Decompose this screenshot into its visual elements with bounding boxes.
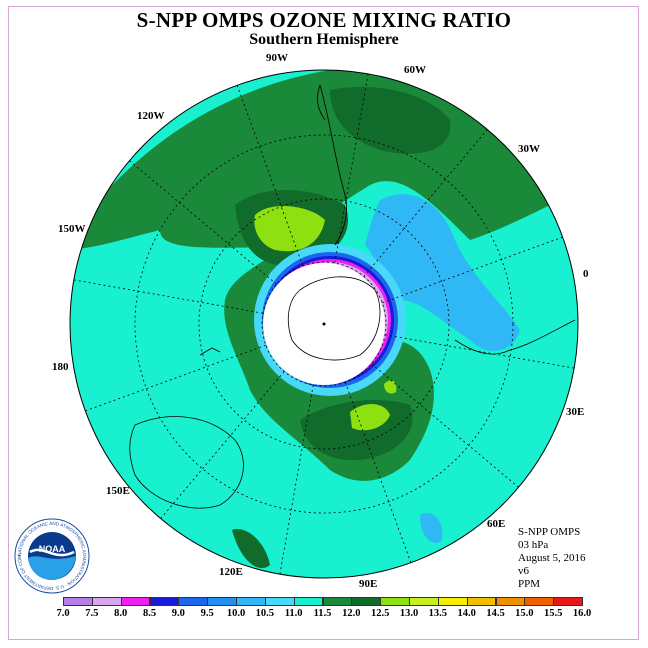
south-america-outline bbox=[317, 84, 347, 246]
colorbar-tick-label: 11.0 bbox=[284, 608, 303, 619]
meridian-line bbox=[236, 85, 304, 266]
lon-label-30w: 30W bbox=[518, 143, 540, 155]
colorbar-cell bbox=[149, 597, 180, 606]
lon-label-120e: 120E bbox=[219, 566, 243, 578]
info-date: August 5, 2016 bbox=[518, 552, 586, 564]
colorbar-tick-label: 11.5 bbox=[313, 608, 332, 619]
lon-label-120w: 120W bbox=[137, 110, 165, 122]
info-version: v6 bbox=[518, 565, 529, 577]
info-level: 03 hPa bbox=[518, 539, 549, 551]
meridian-line bbox=[384, 334, 575, 369]
colorbar-cell bbox=[409, 597, 439, 606]
colorbar-cell bbox=[437, 597, 468, 606]
australia-outline bbox=[129, 416, 244, 509]
info-instrument: S-NPP OMPS bbox=[518, 526, 581, 538]
colorbar-cell bbox=[207, 597, 237, 606]
noaa-logo: NATIONAL OCEANIC AND ATMOSPHERIC ADMINIS… bbox=[14, 518, 90, 594]
colorbar-tick-label: 10.0 bbox=[226, 608, 246, 619]
lon-label-30e: 30E bbox=[566, 406, 585, 418]
colorbar-cell bbox=[380, 597, 410, 606]
info-block: S-NPP OMPS 03 hPa August 5, 2016 v6 PPM bbox=[518, 526, 586, 591]
field-dark-green-1 bbox=[330, 86, 451, 154]
colorbar-tick-label: 10.5 bbox=[255, 608, 275, 619]
meridian-line bbox=[160, 371, 285, 519]
map-subtitle: Southern Hemisphere bbox=[249, 31, 399, 48]
colorbar-tick-label: 7.0 bbox=[56, 608, 70, 619]
colorbar-tick-label: 8.5 bbox=[142, 608, 157, 619]
map-title: S-NPP OMPS OZONE MIXING RATIO bbox=[136, 8, 512, 32]
meridian-line bbox=[382, 236, 563, 304]
colorbar-tick-label: 15.5 bbox=[543, 608, 563, 619]
colorbar-cell bbox=[524, 597, 555, 606]
meridian-line bbox=[371, 363, 519, 488]
meridian-line bbox=[129, 160, 277, 285]
south-pole-marker bbox=[322, 322, 326, 326]
colorbar-tick-label: 13.0 bbox=[399, 608, 419, 619]
colorbar-tick-label: 12.0 bbox=[342, 608, 361, 619]
colorbar-tick-label: 15.0 bbox=[515, 608, 534, 619]
meridian-line bbox=[85, 344, 266, 412]
colorbar-cell bbox=[466, 597, 497, 606]
colorbar-cell bbox=[236, 597, 266, 606]
lon-label-90w: 90W bbox=[266, 52, 288, 64]
colorbar-cell bbox=[322, 597, 353, 606]
meridian-line bbox=[334, 73, 369, 264]
colorbar-cell bbox=[293, 597, 324, 606]
lon-label-60e: 60E bbox=[487, 518, 506, 530]
colorbar-cell bbox=[63, 597, 93, 606]
colorbar-tick-label: 14.0 bbox=[457, 608, 476, 619]
info-units: PPM bbox=[518, 578, 541, 590]
lon-label-90e: 90E bbox=[359, 578, 378, 590]
colorbar-cell bbox=[264, 597, 295, 606]
field-12-5-a bbox=[254, 205, 325, 252]
colorbar-tick-label: 16.0 bbox=[572, 608, 592, 619]
lon-label-150w: 150W bbox=[58, 223, 86, 235]
colorbar-tick-label: 9.5 bbox=[200, 608, 214, 619]
field-dark-green-4 bbox=[232, 529, 270, 569]
colorbar-tick-label: 7.5 bbox=[85, 608, 99, 619]
map-boundary bbox=[69, 69, 579, 579]
new-zealand-outline bbox=[199, 347, 221, 356]
colorbar-cell bbox=[91, 597, 122, 606]
lon-label-0: 0 bbox=[583, 268, 589, 280]
field-12-5-c bbox=[384, 380, 397, 394]
meridian-line bbox=[363, 129, 488, 277]
lon-label-150e: 150E bbox=[106, 485, 130, 497]
colorbar-tick-label: 13.5 bbox=[428, 608, 448, 619]
colorbar-cell bbox=[495, 597, 526, 606]
colorbar-cell bbox=[351, 597, 382, 606]
colorbar-tick-label: 8.0 bbox=[114, 608, 128, 619]
colorbar-tick-label: 14.5 bbox=[486, 608, 505, 619]
field-green-band bbox=[70, 70, 560, 481]
colorbar-cell bbox=[120, 597, 151, 606]
lon-label-180: 180 bbox=[52, 361, 69, 373]
field-12-5-b bbox=[350, 404, 390, 431]
meridian-line bbox=[73, 279, 264, 314]
meridian-line bbox=[279, 384, 314, 575]
figure-frame bbox=[8, 6, 639, 640]
antarctica-outline bbox=[287, 276, 381, 361]
lon-label-60w: 60W bbox=[404, 64, 426, 76]
latitude-gridlines bbox=[134, 134, 514, 514]
logo-text: NOAA bbox=[39, 544, 66, 554]
colorbar-cell bbox=[178, 597, 209, 606]
colorbar-tick-label: 12.5 bbox=[370, 608, 390, 619]
africa-outline bbox=[454, 319, 576, 355]
colorbar-tick-label: 9.0 bbox=[171, 608, 185, 619]
field-light-blue bbox=[365, 194, 520, 351]
meridian-gridlines bbox=[73, 73, 575, 575]
colorbar-cell bbox=[553, 597, 583, 606]
meridian-line bbox=[344, 382, 412, 563]
field-light-blue-2 bbox=[420, 512, 443, 543]
colorbar bbox=[63, 597, 583, 606]
